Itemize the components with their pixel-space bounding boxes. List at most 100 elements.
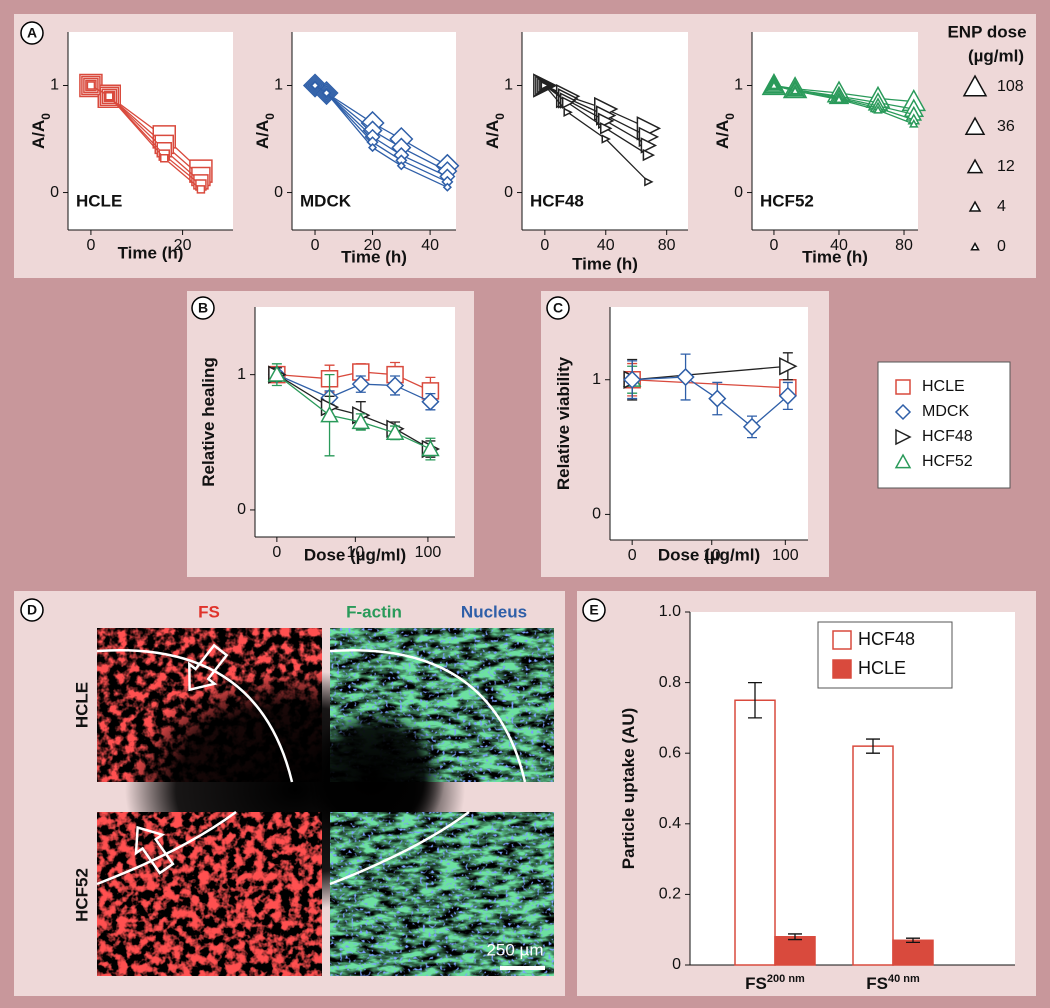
legend-label: HCLE — [858, 658, 906, 678]
data-point — [790, 85, 800, 95]
category-name: FS — [745, 974, 767, 993]
data-point — [769, 80, 779, 90]
panel-label: B — [198, 300, 208, 316]
y-tick-label: 0.2 — [659, 886, 681, 903]
y-axis-title-sub: 0 — [493, 113, 507, 120]
error-bar — [866, 738, 880, 754]
legend-marker — [970, 241, 980, 251]
series-line — [90, 84, 202, 190]
x-tick-label: 100 — [415, 544, 442, 561]
x-tick-label: FS40 nm — [866, 973, 920, 994]
data-point — [105, 91, 114, 101]
image-nucleus — [330, 812, 554, 976]
y-tick-label: 1 — [50, 77, 59, 94]
wound-edge — [329, 648, 527, 783]
data-point — [421, 439, 440, 457]
data-point — [540, 80, 551, 91]
y-axis-title-text: Particle uptake (AU) — [619, 708, 638, 870]
error-bar — [906, 937, 920, 944]
series-line — [632, 379, 788, 389]
data-point — [640, 137, 658, 154]
y-axis-title-text: A/A — [483, 120, 502, 149]
legend-unit: (µg/ml) — [968, 46, 1024, 65]
legend-marker — [894, 453, 912, 469]
data-point — [160, 154, 169, 163]
y-axis-title: Particle uptake (AU) — [619, 708, 638, 870]
x-axis-title: Time (h) — [118, 243, 184, 262]
data-point — [676, 367, 695, 387]
y-tick-label: 0 — [237, 501, 246, 518]
legend-label: 4 — [997, 198, 1006, 215]
y-axis-title: A/A0 — [483, 113, 507, 149]
x-tick-label: 0 — [272, 544, 281, 561]
series-line — [544, 85, 649, 183]
y-axis-title-text: Relative viability — [554, 356, 573, 490]
legend-swatch — [832, 659, 852, 679]
data-point — [368, 143, 378, 153]
error-bar — [748, 681, 762, 719]
data-point — [385, 376, 405, 395]
panel-badge — [582, 598, 606, 622]
image-fs — [97, 812, 322, 976]
series-line — [544, 84, 649, 156]
legend-marker — [895, 379, 911, 395]
panel-label: A — [27, 25, 37, 41]
channel-label: Nucleus — [461, 602, 527, 621]
data-point — [742, 417, 762, 436]
data-point — [561, 96, 575, 109]
data-point — [873, 105, 883, 114]
series-line — [632, 365, 788, 381]
y-axis-title-text: A/A — [253, 120, 272, 149]
y-tick-label: 1.0 — [659, 603, 681, 620]
x-tick-label: 0 — [628, 547, 637, 564]
legend-label: MDCK — [922, 403, 969, 420]
x-axis-title: Time (h) — [572, 254, 638, 273]
x-tick-label: 20 — [364, 237, 382, 254]
y-axis-title-sub: 0 — [723, 113, 737, 120]
y-axis-title-text: A/A — [29, 120, 48, 149]
legend-marker — [962, 74, 988, 97]
y-tick-label: 0 — [592, 506, 601, 523]
legend-label: 36 — [997, 118, 1015, 135]
wound-edge — [329, 810, 470, 886]
legend-label: HCF48 — [922, 428, 973, 445]
legend-label: 0 — [997, 238, 1006, 255]
series-line — [544, 84, 649, 138]
data-point — [421, 382, 440, 400]
y-tick-label: 0.8 — [659, 674, 681, 691]
legend-box — [817, 621, 953, 689]
plot-annotation: HCF48 — [530, 191, 584, 210]
data-point — [778, 386, 797, 405]
y-tick-label: 1 — [592, 371, 601, 388]
category-name: FS — [866, 974, 888, 993]
y-tick-label: 1 — [274, 77, 283, 94]
panel-label: D — [27, 602, 37, 618]
panel-label: C — [553, 300, 563, 316]
bar — [852, 745, 894, 966]
data-point — [386, 365, 404, 384]
x-tick-label: 80 — [895, 237, 913, 254]
y-axis-title: A/A0 — [29, 113, 53, 149]
legend-marker — [968, 200, 982, 212]
x-axis-title: Dose (µg/ml) — [304, 545, 406, 564]
plot-annotation: MDCK — [300, 191, 352, 210]
y-tick-label: 0 — [672, 956, 681, 973]
channel-label: F-actin — [346, 602, 402, 621]
y-tick-label: 0 — [274, 184, 283, 201]
x-tick-label: 40 — [421, 237, 439, 254]
data-point — [86, 81, 96, 90]
y-tick-label: 0.4 — [659, 815, 681, 832]
x-tick-label: FS200 nm — [745, 973, 805, 994]
y-axis-title: A/A0 — [253, 113, 277, 149]
scale-bar-label: 250 µm — [486, 940, 543, 959]
x-tick-label: 0 — [86, 237, 95, 254]
y-axis-title-text: Relative healing — [199, 357, 218, 486]
panel-badge — [546, 296, 570, 320]
row-label: HCF52 — [72, 868, 91, 922]
bar — [774, 936, 816, 966]
